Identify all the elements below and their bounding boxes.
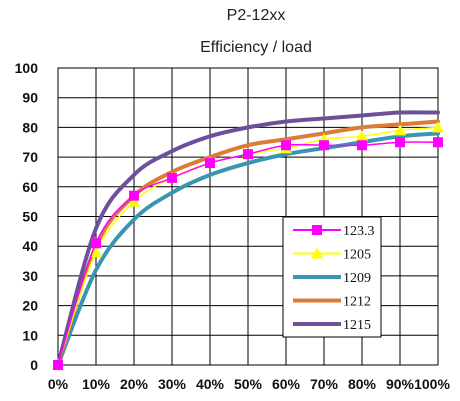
x-tick-label: 90% [386, 376, 415, 392]
y-tick-label: 80 [22, 119, 38, 135]
data-point-123.3 [433, 137, 443, 147]
data-point-123.3 [319, 140, 329, 150]
chart-title: P2-12xx [227, 7, 286, 24]
legend-label: 123.3 [343, 224, 375, 239]
legend-label: 1209 [343, 271, 371, 286]
data-point-123.3 [91, 238, 101, 248]
data-point-123.3 [167, 173, 177, 183]
y-tick-label: 50 [22, 209, 38, 225]
x-tick-label: 60% [272, 376, 301, 392]
data-point-123.3 [53, 360, 63, 370]
x-tick-label: 30% [158, 376, 187, 392]
legend-label: 1205 [343, 248, 371, 263]
y-tick-label: 20 [22, 298, 38, 314]
y-tick-label: 10 [22, 327, 38, 343]
legend: 123.3 1205 1209 1212 1215 [283, 217, 381, 337]
data-point-123.3 [281, 140, 291, 150]
x-tick-label: 100% [414, 376, 450, 392]
x-tick-label: 70% [310, 376, 339, 392]
x-tick-label: 50% [234, 376, 263, 392]
y-tick-label: 70 [22, 149, 38, 165]
data-point-123.3 [205, 158, 215, 168]
y-tick-label: 40 [22, 238, 38, 254]
chart-subtitle: Efficiency / load [200, 39, 312, 56]
data-point-123.3 [243, 149, 253, 159]
legend-marker-123.3 [312, 225, 322, 235]
legend-label: 1212 [343, 295, 371, 310]
y-tick-label: 100 [15, 60, 39, 76]
y-tick-label: 90 [22, 90, 38, 106]
legend-label: 1215 [343, 318, 371, 333]
x-tick-label: 10% [82, 376, 111, 392]
x-tick-label: 0% [48, 376, 69, 392]
data-point-123.3 [357, 140, 367, 150]
y-tick-label: 60 [22, 179, 38, 195]
y-tick-label: 30 [22, 268, 38, 284]
data-point-123.3 [395, 137, 405, 147]
x-tick-label: 20% [120, 376, 149, 392]
x-tick-label: 40% [196, 376, 225, 392]
x-tick-label: 80% [348, 376, 377, 392]
data-point-123.3 [129, 191, 139, 201]
y-tick-label: 0 [30, 357, 38, 373]
